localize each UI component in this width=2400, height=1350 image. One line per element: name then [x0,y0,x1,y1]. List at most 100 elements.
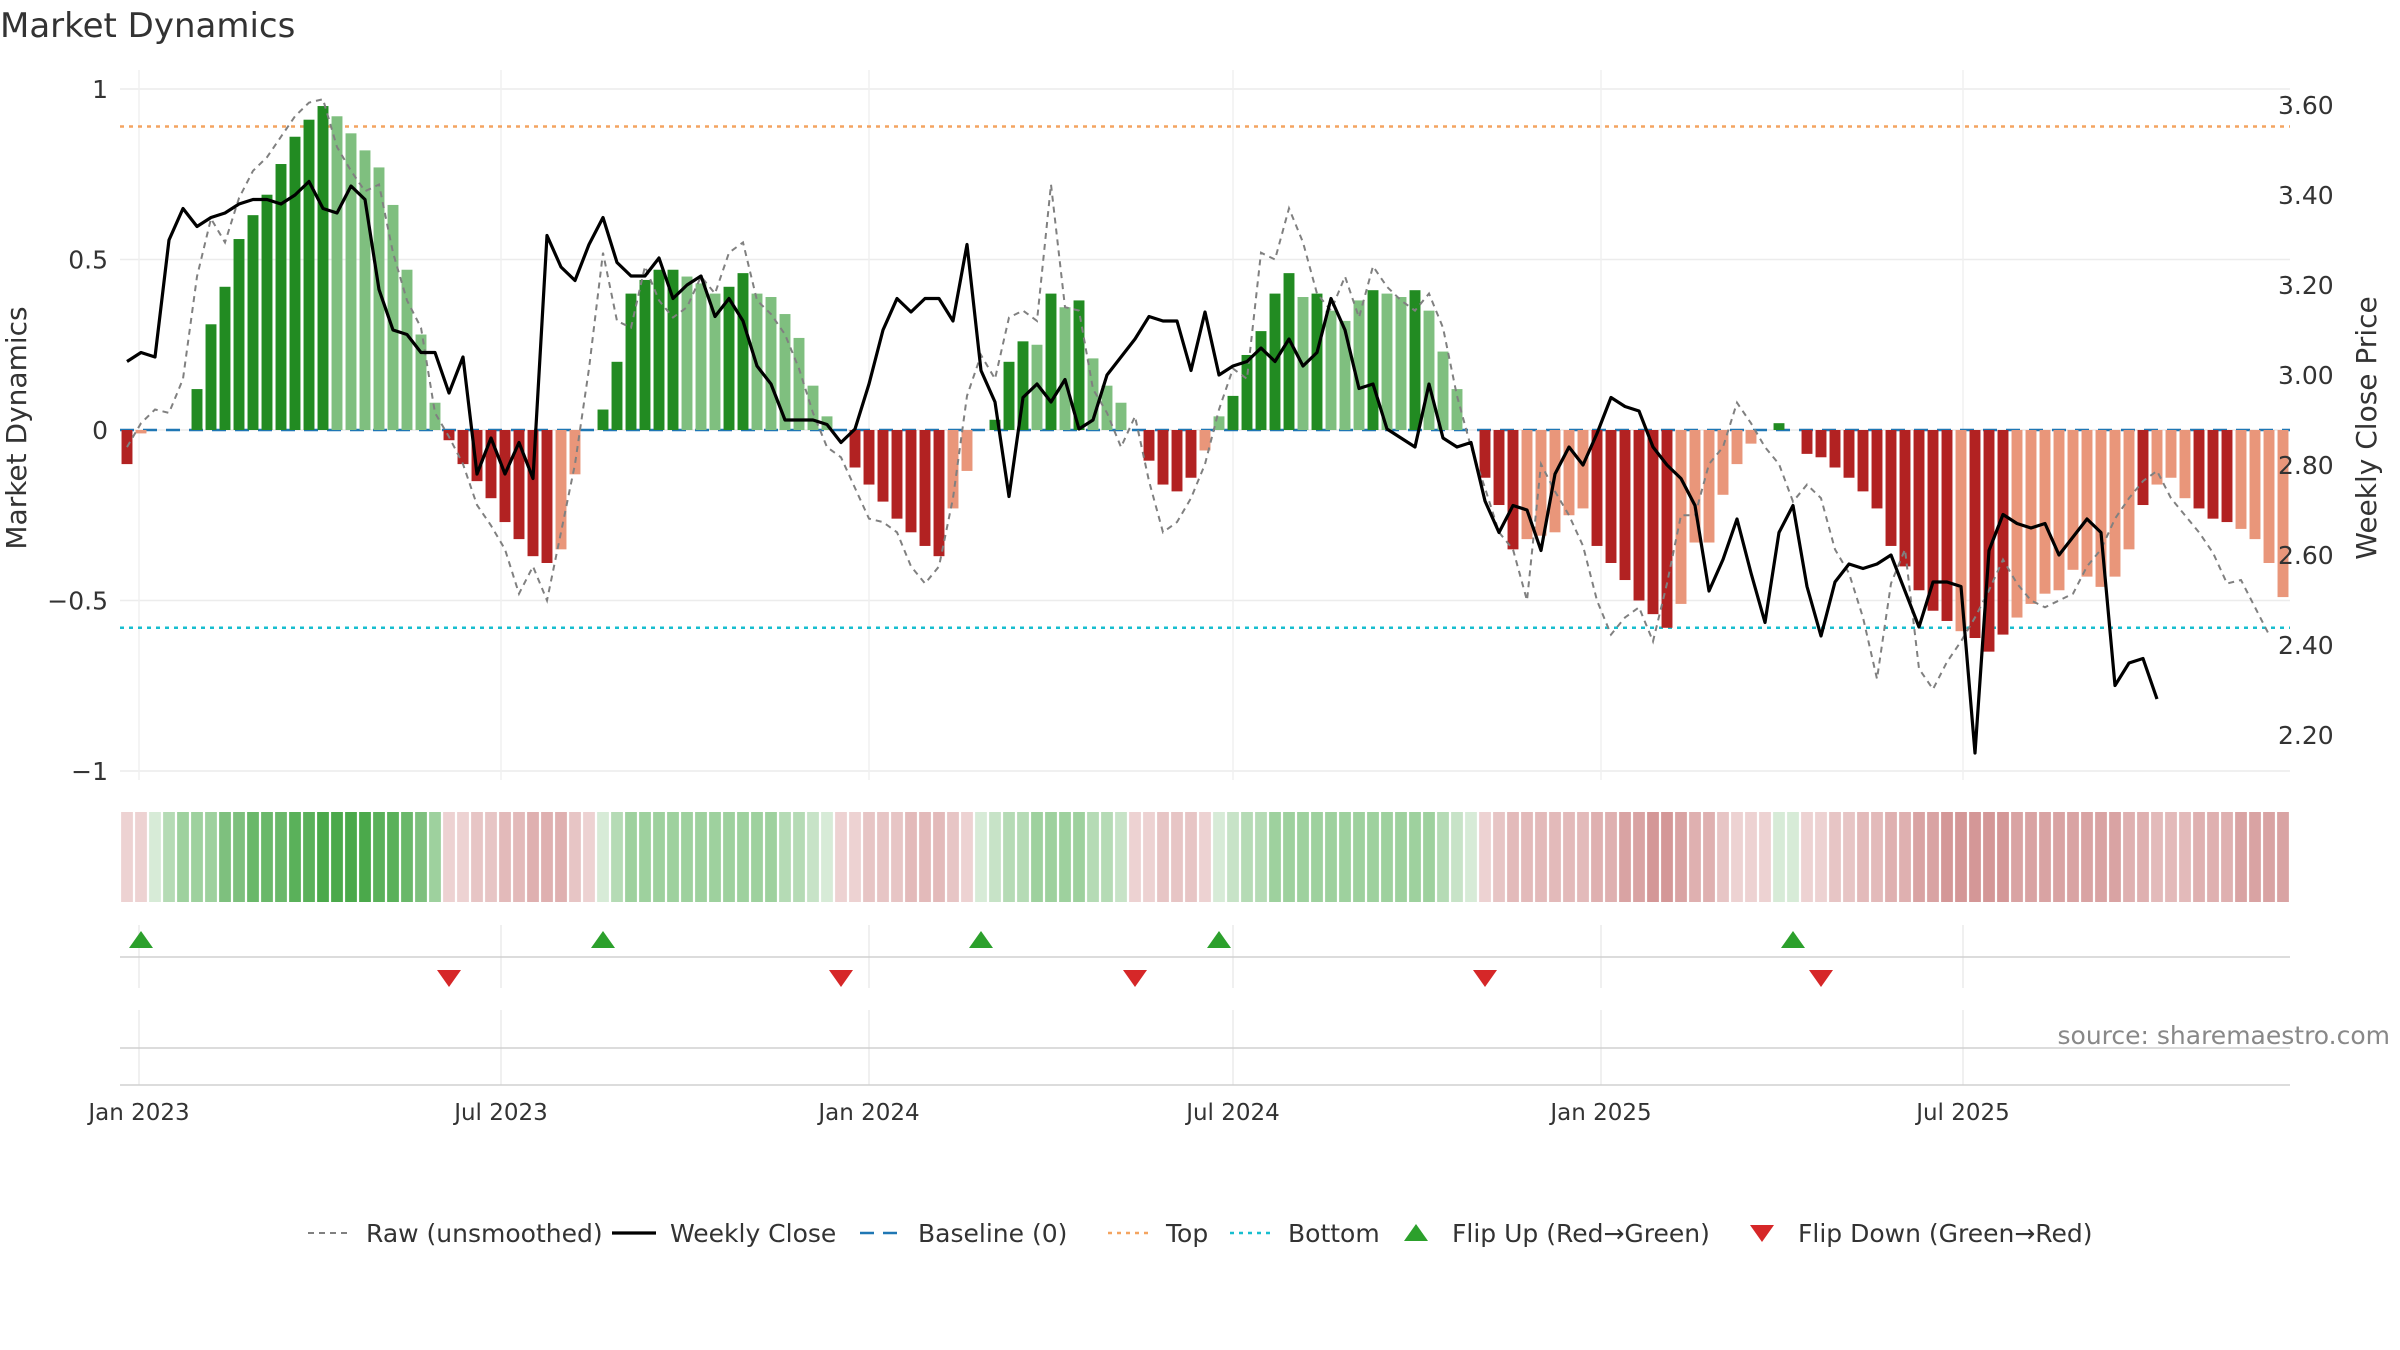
regime-cell [1451,812,1463,902]
regime-cell [1913,812,1925,902]
x-tick-label: Jan 2025 [1548,1100,1651,1126]
dynamics-bar [2109,430,2121,577]
dynamics-bar [2249,430,2261,540]
dynamics-bar [639,279,651,430]
dynamics-bar [1731,430,1743,465]
regime-cell [1535,812,1547,902]
regime-cell [1465,812,1477,902]
dynamics-bar [1409,290,1421,430]
regime-cell [163,812,175,902]
regime-cell [1101,812,1113,902]
regime-cell [331,812,343,902]
regime-cell [1325,812,1337,902]
legend-item: Flip Down (Green→Red) [1750,1219,2093,1248]
regime-cell [1927,812,1939,902]
regime-cell [555,812,567,902]
y2-tick-label: 2.60 [2278,541,2334,570]
regime-cell [1269,812,1281,902]
regime-cell [233,812,245,902]
regime-cell [611,812,623,902]
dynamics-bar [625,293,637,430]
dynamics-bar [667,269,679,430]
dynamics-bar [933,430,945,557]
regime-cell [373,812,385,902]
axes: 1 0.5 0 −0.5 −1 3.60 3.40 3.20 3.00 2.80 2.60 2.40 2… [47,75,2333,786]
flip-up-marker [1207,931,1231,948]
regime-cell [345,812,357,902]
dynamics-bar [1535,430,1547,536]
y2-tick-label: 2.20 [2278,721,2334,750]
dynamics-bar [1171,430,1183,492]
regime-cell [1185,812,1197,902]
dynamics-bar [359,150,371,430]
regime-cell [1087,812,1099,902]
regime-cell [135,812,147,902]
dynamics-bar [289,136,301,431]
regime-cell [1143,812,1155,902]
dynamics-bar [1605,430,1617,563]
regime-cell [723,812,735,902]
y-tick-label: 0 [92,416,108,445]
dynamics-bar [2123,430,2135,550]
dynamics-bar [555,430,567,550]
flip-up-marker [1781,931,1805,948]
dynamics-bar [1955,430,1967,632]
regime-cell [849,812,861,902]
regime-cell [1647,812,1659,902]
regime-cell [667,812,679,902]
dynamics-bar [737,273,749,430]
regime-cell [121,812,133,902]
dynamics-bar [457,430,469,465]
regime-cell [709,812,721,902]
dynamics-bar [2207,430,2219,519]
dynamics-bar [1451,389,1463,430]
regime-cell [1339,812,1351,902]
regime-cell [2053,812,2065,902]
regime-cell [1983,812,1995,902]
dynamics-bar [219,286,231,430]
y2-tick-label: 3.00 [2278,361,2334,390]
dynamics-bar [2179,430,2191,499]
dynamics-bar [415,334,427,430]
dynamics-bar [1003,361,1015,430]
regime-cell [1801,812,1813,902]
dynamics-bar [2165,430,2177,478]
regime-cell [1787,812,1799,902]
regime-cell [359,812,371,902]
regime-cell [653,812,665,902]
regime-cell [415,812,427,902]
regime-cell [933,812,945,902]
regime-cell [681,812,693,902]
regime-cell [289,812,301,902]
regime-cell [1871,812,1883,902]
regime-cell [1745,812,1757,902]
regime-cell [583,812,595,902]
regime-cell [2025,812,2037,902]
regime-cell [1899,812,1911,902]
dynamics-bar [877,430,889,502]
y2-tick-label: 2.80 [2278,451,2334,480]
dynamics-bar [1101,385,1113,430]
dynamics-bar [1675,430,1687,604]
regime-cell [1045,812,1057,902]
dynamics-bar [1661,430,1673,628]
regime-cell [1073,812,1085,902]
regime-cell [2095,812,2107,902]
dynamics-bar [1283,273,1295,430]
regime-cell [905,812,917,902]
y-tick-label: 0.5 [68,246,108,275]
regime-cell [1843,812,1855,902]
y-tick-label: −0.5 [47,587,108,616]
dynamics-bar [1899,430,1911,567]
dynamics-bar [2053,430,2065,591]
dynamics-bar [1325,310,1337,430]
dynamics-bar [303,119,315,430]
regime-cell [1381,812,1393,902]
dynamics-bar [1801,430,1813,454]
dynamics-bar [1437,351,1449,430]
dynamics-bar [1059,307,1071,430]
regime-cell [695,812,707,902]
dynamics-bar [681,276,693,430]
regime-cell [499,812,511,902]
regime-cell [1885,812,1897,902]
